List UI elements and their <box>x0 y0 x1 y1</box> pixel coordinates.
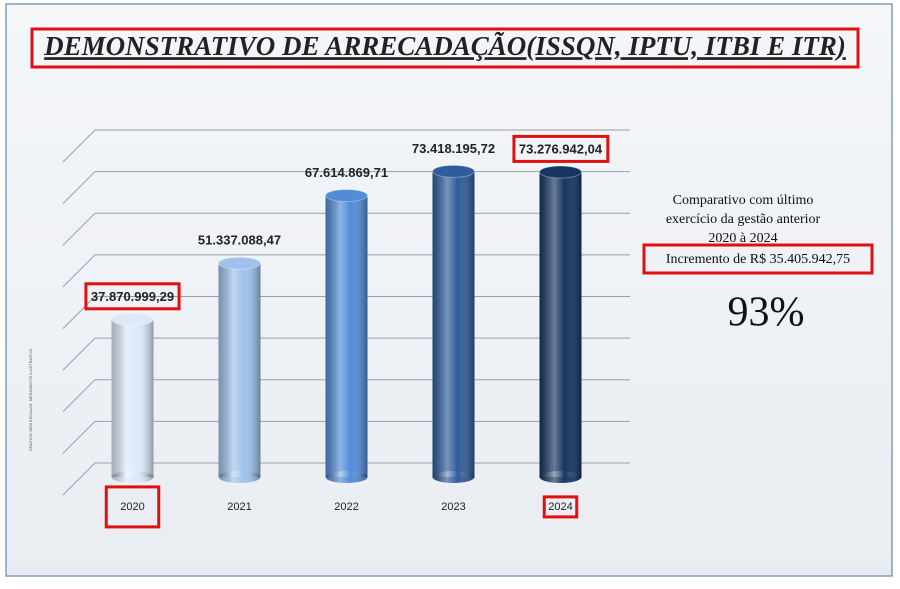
percent: 93% <box>728 290 805 336</box>
highlight-box <box>84 282 181 311</box>
bar-top <box>325 189 368 203</box>
x-tick-label: 2021 <box>227 501 251 513</box>
bar-base-shade <box>218 471 261 483</box>
highlight-box <box>642 243 874 275</box>
bar-base-shade <box>432 471 475 483</box>
bar-shade <box>539 171 582 477</box>
annotation: Comparativo com último <box>673 193 814 208</box>
x-tick-label: 2022 <box>334 501 358 513</box>
chart-title: DEMONSTRATIVO DE ARRECADAÇÃO(ISSQN, IPTU… <box>43 31 846 61</box>
value-label: 73.418.195,72 <box>412 141 495 156</box>
bar-base-shade <box>111 471 154 483</box>
bar-top <box>539 165 582 179</box>
value-label: 37.870.999,29 <box>91 289 174 304</box>
bar-base-shade <box>325 471 368 483</box>
value-label: 67.614.869,71 <box>305 165 388 180</box>
value-label: 51.337.088,47 <box>198 233 281 248</box>
highlight-box <box>512 134 610 163</box>
x-tick-label: 2020 <box>120 501 144 513</box>
x-tick-label: 2023 <box>441 501 465 513</box>
bar-shade <box>432 171 475 477</box>
highlight-box <box>542 495 579 519</box>
bar-shade <box>218 263 261 477</box>
bar-base-shade <box>539 471 582 483</box>
bar-top <box>432 164 475 178</box>
bar-top <box>111 312 154 326</box>
highlight-box <box>104 485 161 529</box>
grid-line <box>62 129 630 163</box>
bar-shade <box>111 319 154 477</box>
x-tick-label: 2024 <box>548 501 572 513</box>
bar-shade <box>325 195 368 477</box>
value-label: 73.276.942,04 <box>519 141 603 156</box>
highlight-box <box>30 27 860 69</box>
annotation: 2020 à 2024 <box>708 231 777 246</box>
annotation: exercício da gestão anterior <box>666 212 821 227</box>
increment: Incremento de R$ 35.405.942,75 <box>666 252 850 267</box>
bar-top <box>218 256 261 270</box>
axis-note: GRÁFICO SEM ESCALAS, MERAMENTE ILUSTRATI… <box>28 349 33 451</box>
